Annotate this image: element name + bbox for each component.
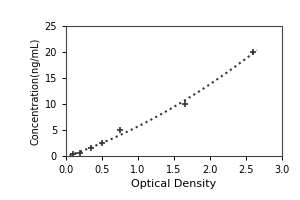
Y-axis label: Concentration(ng/mL): Concentration(ng/mL) xyxy=(30,37,40,145)
X-axis label: Optical Density: Optical Density xyxy=(131,179,217,189)
